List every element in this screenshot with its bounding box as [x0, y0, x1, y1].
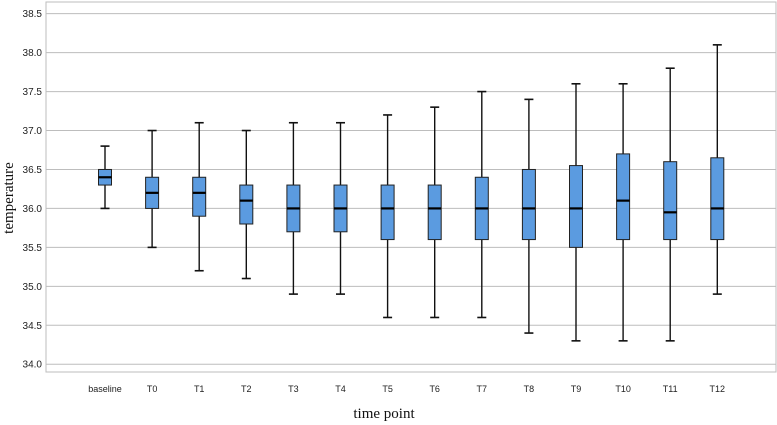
y-tick-label: 35.5 [23, 243, 43, 254]
x-axis-ticks: baseline T0 T1 T2 T3 T4 T5 T6 T7 T8 T9 T10 T11 T12 [88, 384, 725, 394]
box-t11 [663, 67, 678, 342]
x-tick-label: T1 [194, 384, 205, 394]
x-tick-label: T5 [382, 384, 393, 394]
boxes [98, 44, 725, 342]
y-axis-ticks: 34.0 34.5 35.0 35.5 36.0 36.5 37.0 37.5 38.0 38.5 [23, 9, 43, 371]
box-t4 [333, 121, 348, 295]
y-tick-label: 36.5 [23, 165, 43, 176]
x-tick-label: T4 [335, 384, 346, 394]
iqr-box [710, 157, 725, 241]
iqr-box [663, 161, 678, 241]
x-tick-label: T12 [710, 384, 726, 394]
box-t5 [380, 114, 395, 319]
box-baseline [98, 145, 112, 210]
iqr-box [239, 184, 254, 225]
x-tick-label: T7 [477, 384, 488, 394]
iqr-box [380, 184, 395, 241]
y-tick-label: 34.0 [23, 360, 43, 371]
iqr-box [427, 184, 442, 241]
box-t10 [616, 82, 631, 342]
y-tick-label: 38.0 [23, 48, 43, 59]
x-tick-label: T9 [571, 384, 582, 394]
box-t7 [474, 90, 489, 319]
iqr-box [616, 153, 631, 241]
iqr-box [569, 165, 583, 248]
x-tick-label: T11 [663, 384, 678, 394]
x-tick-label: baseline [88, 384, 122, 394]
x-tick-label: T2 [241, 384, 252, 394]
iqr-box [192, 176, 207, 217]
x-axis-title: time point [353, 406, 415, 422]
box-t1 [192, 121, 207, 272]
plot-area-border [45, 1, 777, 373]
x-tick-label: T8 [524, 384, 535, 394]
y-tick-label: 38.5 [23, 9, 43, 20]
grid-lines [46, 13, 776, 365]
plot-frame [45, 1, 777, 373]
x-tick-label: T3 [288, 384, 299, 394]
box-t9 [569, 82, 583, 342]
x-tick-label: T10 [615, 384, 631, 394]
box-t6 [427, 106, 442, 319]
y-tick-label: 35.0 [23, 282, 43, 293]
box-t0 [145, 129, 160, 249]
y-tick-label: 36.0 [23, 204, 43, 215]
box-t12 [710, 44, 725, 295]
y-tick-label: 37.5 [23, 87, 43, 98]
box-t3 [286, 121, 301, 295]
y-axis-title: temperature [1, 162, 17, 234]
iqr-box [521, 168, 536, 241]
box-t2 [239, 129, 254, 280]
box-t8 [521, 98, 536, 334]
x-tick-label: T6 [429, 384, 440, 394]
x-tick-label: T0 [147, 384, 158, 394]
y-tick-label: 37.0 [23, 126, 43, 137]
y-tick-label: 34.5 [23, 321, 43, 332]
